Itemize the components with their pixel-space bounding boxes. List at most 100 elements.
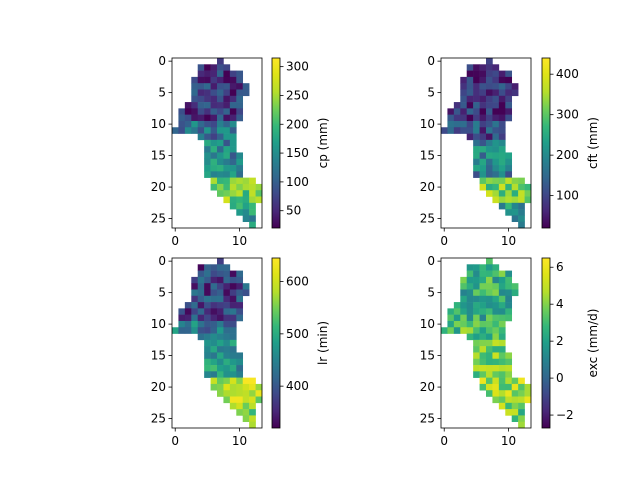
axes-frame	[171, 257, 263, 429]
heatmap-cell	[511, 83, 519, 90]
heatmap-cell	[505, 114, 513, 122]
heatmap-cell	[210, 127, 218, 134]
heatmap-cell	[498, 276, 506, 284]
heatmap-cell	[486, 270, 493, 278]
heatmap-cell	[223, 358, 231, 366]
heatmap-cell	[191, 76, 199, 84]
heatmap-cell	[229, 365, 237, 372]
heatmap-cell	[217, 133, 224, 141]
heatmap-cell	[204, 133, 211, 141]
heatmap-cell	[498, 365, 506, 372]
colorbar-tick-label: 500	[286, 327, 309, 341]
heatmap-cell	[486, 371, 493, 378]
heatmap-cell	[242, 196, 250, 204]
heatmap-cell	[178, 320, 186, 328]
heatmap-cell	[236, 89, 244, 97]
heatmap-cell	[217, 302, 224, 309]
heatmap-cell	[217, 58, 224, 65]
heatmap-cell	[210, 346, 218, 353]
heatmap-cell	[505, 396, 513, 404]
heatmap-cell	[447, 114, 455, 122]
heatmap-cell	[479, 371, 487, 378]
heatmap-cell	[217, 333, 224, 341]
heatmap-cell	[197, 114, 205, 122]
heatmap-cell	[498, 358, 506, 366]
heatmap-cell	[460, 127, 468, 134]
heatmap-cell	[479, 264, 487, 271]
heatmap-cell	[498, 76, 506, 84]
heatmap-cell	[473, 358, 480, 366]
heatmap-cell	[479, 64, 487, 71]
heatmap-cell	[498, 339, 506, 347]
heatmap-cell	[453, 320, 461, 328]
heatmap-cell	[492, 390, 500, 397]
heatmap-cell	[229, 196, 237, 204]
heatmap-cell	[473, 308, 480, 315]
heatmap-cell	[236, 283, 244, 290]
heatmap-cell	[210, 139, 218, 147]
colorbar-tick-label: 0	[556, 371, 564, 385]
colorbar-tick-label: 300	[286, 60, 309, 74]
heatmap-cell	[492, 396, 500, 404]
heatmap-cell	[479, 114, 487, 122]
heatmap-cell	[236, 276, 244, 284]
heatmap-cell	[217, 83, 224, 90]
heatmap-cell	[505, 390, 513, 397]
heatmap-cell	[178, 327, 186, 334]
heatmap-cell	[466, 270, 474, 278]
heatmap-cell	[229, 327, 237, 334]
heatmap-cell	[486, 383, 493, 391]
heatmap-cell	[236, 165, 244, 172]
heatmap-cell	[229, 83, 237, 90]
heatmap-cell	[486, 320, 493, 328]
heatmap-cell	[217, 276, 224, 284]
heatmap-cell	[479, 70, 487, 78]
heatmap-cell	[473, 102, 480, 109]
y-tick-label: 5	[158, 86, 166, 100]
heatmap-cell	[511, 390, 519, 397]
heatmap-cell	[178, 114, 186, 122]
heatmap-cell	[197, 314, 205, 322]
heatmap-cell	[492, 171, 500, 178]
heatmap-cell	[210, 264, 218, 271]
heatmap-cell	[223, 346, 231, 353]
heatmap-cell	[492, 139, 500, 147]
heatmap-cell	[229, 127, 237, 134]
heatmap-cell	[229, 302, 237, 309]
colorbar-label: lr (min)	[316, 321, 330, 365]
heatmap-cell	[217, 76, 224, 84]
heatmap-cell	[249, 383, 256, 391]
heatmap-cell	[249, 421, 256, 429]
heatmap-cell	[204, 327, 211, 334]
heatmap-cell	[204, 139, 211, 147]
heatmap-cell	[511, 415, 519, 423]
heatmap-cell	[498, 146, 506, 153]
heatmap-cell	[518, 415, 525, 423]
heatmap-cell	[197, 70, 205, 78]
heatmap-cell	[229, 70, 237, 78]
heatmap-cell	[255, 390, 263, 397]
colorbar-tick-label: 200	[286, 117, 309, 131]
heatmap-cell	[479, 146, 487, 153]
heatmap-cell	[236, 409, 244, 416]
heatmap-cell	[447, 120, 455, 128]
heatmap-cell	[492, 120, 500, 128]
heatmap-cell	[255, 396, 263, 404]
heatmap-cell	[505, 177, 513, 185]
heatmap-cell	[255, 383, 263, 391]
heatmap-cell	[191, 120, 199, 128]
heatmap-cell	[236, 158, 244, 166]
heatmap-cell	[524, 390, 532, 397]
heatmap-cell	[492, 108, 500, 115]
heatmap-cell	[479, 365, 487, 372]
heatmap-cell	[178, 120, 186, 128]
heatmap-cell	[511, 177, 519, 185]
heatmap-cell	[229, 165, 237, 172]
heatmap-cell	[242, 377, 250, 385]
heatmap-cell	[518, 421, 525, 429]
heatmap-cell	[191, 114, 199, 122]
heatmap-cell	[486, 283, 493, 290]
heatmap-cell	[223, 327, 231, 334]
heatmap-cell	[210, 102, 218, 109]
